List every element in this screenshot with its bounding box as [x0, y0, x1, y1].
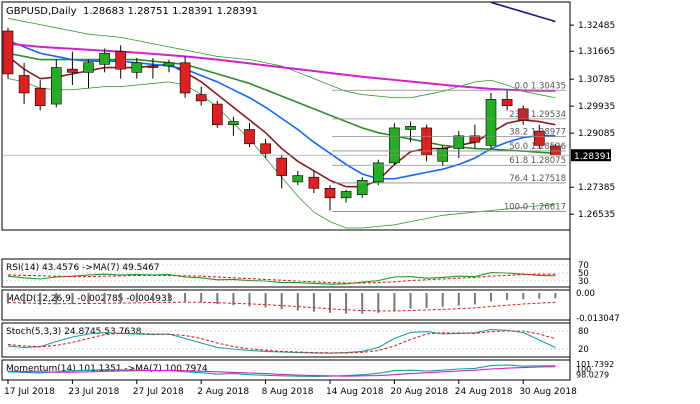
candle-body [260, 143, 271, 154]
indicator-series-line [7, 364, 556, 377]
candle-body [163, 62, 175, 67]
candle-body [356, 180, 368, 195]
moving-average-line [490, 1, 556, 23]
candle-body [50, 67, 62, 105]
fib-level-label: 23.6 1.29534 [509, 110, 566, 120]
candle-body [99, 52, 110, 65]
price-axis: 1.28391 1.32485 1.31665 1.30785 1.29935 1.290… [570, 21, 615, 220]
moving-average-line [7, 55, 556, 188]
price-axis-label: 1.29085 [578, 129, 615, 139]
candle-body [453, 135, 465, 149]
time-axis-label: 30 Aug 2018 [519, 387, 577, 397]
momentum-title: Momentum(14) 101.1351 ->MA(7) 100.7974 [6, 364, 208, 374]
candle-body [372, 162, 384, 183]
fib-level-label: 38.2 1.28977 [509, 128, 566, 138]
macd-signal-line [7, 301, 556, 312]
candle-body [469, 135, 481, 143]
candle-body [485, 99, 497, 146]
fib-level-label: 100.0 1.26617 [504, 203, 566, 213]
fib-level-label: 61.8 1.28075 [509, 156, 566, 166]
time-axis-label: 2 Aug 2018 [197, 387, 249, 397]
candle-body [228, 121, 239, 126]
chart-ohlc-label: 1.28683 1.28751 1.28391 1.28391 [83, 6, 258, 17]
time-axis-label: 20 Aug 2018 [390, 387, 448, 397]
indicator-series-line [7, 273, 556, 284]
candle-body [18, 75, 30, 94]
price-axis-label: 1.27385 [578, 183, 615, 193]
price-axis-label: 1.30785 [578, 75, 615, 85]
indicator-axis-label: 80 [578, 327, 589, 337]
candle-body [340, 191, 352, 199]
moving-average-line [7, 52, 556, 155]
rsi-title: RSI(14) 43.4576 ->MA(7) 49.5467 [6, 263, 160, 273]
current-price-tag [571, 149, 611, 162]
macd-axis-label: 0.00 [576, 289, 595, 299]
current-price-label: 1.28391 [574, 152, 611, 162]
candle-body [67, 68, 78, 73]
time-axis: 17 Jul 2018 23 Jul 2018 27 Jul 2018 2 Aug 2… [4, 380, 577, 397]
chart-symbol-label: GBPUSD,Daily [6, 6, 77, 17]
candle-body [2, 30, 14, 75]
candle-body [179, 62, 191, 94]
macd-axis-label: -0.013047 [576, 314, 620, 324]
indicator-series-line [7, 272, 556, 285]
fibonacci-layer: 0.0 1.30435 23.6 1.29534 38.2 1.28977 50.0 … [332, 81, 566, 213]
stoch-title: Stoch(5,3,3) 24.8745 53.7638 [6, 327, 142, 337]
candle-body [83, 62, 94, 73]
moving-average-line [7, 42, 556, 92]
fib-level-label: 76.4 1.27518 [509, 174, 566, 184]
bollinger-band-line [7, 17, 556, 99]
price-axis-label: 1.29935 [578, 102, 615, 112]
price-axis-label: 1.26535 [578, 210, 615, 220]
price-axis-label: 1.32485 [578, 21, 615, 31]
indicator-axis-label: 30 [578, 277, 589, 287]
candle-body [147, 65, 159, 68]
candle-body [276, 157, 288, 176]
candle-body [389, 127, 400, 164]
stochastic-layer: 80 20 [2, 327, 589, 355]
candle-body [131, 62, 143, 73]
momentum-axis-label: 101.7392 [576, 360, 614, 369]
candle-body [308, 176, 320, 189]
fib-level-label: 0.0 1.30435 [515, 81, 566, 91]
time-axis-label: 24 Aug 2018 [455, 387, 513, 397]
candle-body [244, 129, 255, 145]
candle-body [324, 187, 336, 199]
main-price-layer [2, 1, 570, 229]
moving-average-line [7, 39, 556, 180]
candle-body [517, 108, 529, 121]
candle-body [34, 87, 46, 106]
time-axis-label: 8 Aug 2018 [262, 387, 314, 397]
momentum-axis-label: 100 [576, 365, 591, 374]
indicator-series-line [7, 366, 556, 377]
time-axis-label: 27 Jul 2018 [133, 387, 184, 397]
candle-body [195, 94, 207, 102]
price-axis-label: 1.31665 [578, 47, 615, 57]
candle-body [115, 51, 126, 70]
indicator-axis-label: 50 [578, 269, 589, 279]
time-axis-label: 17 Jul 2018 [4, 387, 55, 397]
candle-body [405, 126, 416, 130]
candle-body [501, 99, 513, 106]
fib-level-label: 50.0 1.28526 [509, 142, 566, 152]
indicator-axis-label: 20 [578, 345, 589, 355]
indicator-series-line [7, 330, 556, 354]
indicator-axis-label: 70 [578, 261, 589, 271]
time-axis-label: 14 Aug 2018 [326, 387, 384, 397]
candle-body [533, 130, 545, 146]
candle-body [212, 103, 223, 126]
time-axis-label: 23 Jul 2018 [68, 387, 119, 397]
macd-layer: 0.00 -0.013047 [7, 289, 620, 324]
candle-body [292, 175, 304, 183]
momentum-axis-label: 98.0279 [576, 371, 609, 380]
